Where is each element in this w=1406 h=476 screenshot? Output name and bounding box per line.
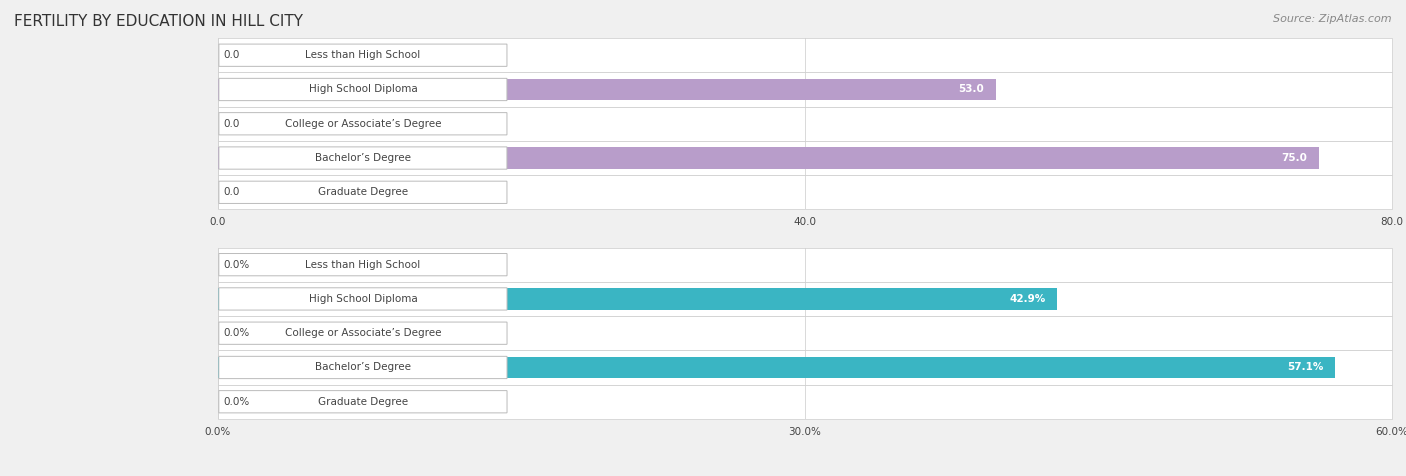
FancyBboxPatch shape <box>218 350 1392 385</box>
Text: Bachelor’s Degree: Bachelor’s Degree <box>315 362 411 373</box>
Text: Bachelor’s Degree: Bachelor’s Degree <box>315 153 411 163</box>
FancyBboxPatch shape <box>219 44 508 66</box>
Text: College or Associate’s Degree: College or Associate’s Degree <box>284 119 441 129</box>
FancyBboxPatch shape <box>218 248 1392 282</box>
FancyBboxPatch shape <box>218 141 1392 175</box>
Text: 0.0%: 0.0% <box>224 397 250 407</box>
Bar <box>218 288 1057 309</box>
FancyBboxPatch shape <box>219 288 508 310</box>
FancyBboxPatch shape <box>219 113 508 135</box>
FancyBboxPatch shape <box>219 391 508 413</box>
Text: FERTILITY BY EDUCATION IN HILL CITY: FERTILITY BY EDUCATION IN HILL CITY <box>14 14 304 30</box>
Text: 75.0: 75.0 <box>1281 153 1306 163</box>
FancyBboxPatch shape <box>218 175 1392 209</box>
FancyBboxPatch shape <box>219 79 508 100</box>
FancyBboxPatch shape <box>219 181 508 203</box>
FancyBboxPatch shape <box>218 107 1392 141</box>
Text: Less than High School: Less than High School <box>305 259 420 270</box>
Text: Graduate Degree: Graduate Degree <box>318 397 408 407</box>
FancyBboxPatch shape <box>218 316 1392 350</box>
Text: 0.0: 0.0 <box>224 187 240 198</box>
Text: 53.0: 53.0 <box>959 84 984 95</box>
FancyBboxPatch shape <box>218 38 1392 72</box>
Bar <box>218 148 1319 169</box>
Text: High School Diploma: High School Diploma <box>308 84 418 95</box>
Text: Source: ZipAtlas.com: Source: ZipAtlas.com <box>1274 14 1392 24</box>
Text: Graduate Degree: Graduate Degree <box>318 187 408 198</box>
Text: 42.9%: 42.9% <box>1010 294 1046 304</box>
Bar <box>218 79 995 100</box>
Text: 0.0: 0.0 <box>224 119 240 129</box>
Text: High School Diploma: High School Diploma <box>308 294 418 304</box>
Text: 57.1%: 57.1% <box>1286 362 1323 373</box>
FancyBboxPatch shape <box>219 147 508 169</box>
Text: 0.0%: 0.0% <box>224 328 250 338</box>
FancyBboxPatch shape <box>218 385 1392 419</box>
Text: 0.0: 0.0 <box>224 50 240 60</box>
FancyBboxPatch shape <box>218 72 1392 107</box>
Text: 0.0%: 0.0% <box>224 259 250 270</box>
Bar <box>218 357 1336 378</box>
FancyBboxPatch shape <box>219 322 508 344</box>
Text: College or Associate’s Degree: College or Associate’s Degree <box>284 328 441 338</box>
Text: Less than High School: Less than High School <box>305 50 420 60</box>
FancyBboxPatch shape <box>218 282 1392 316</box>
FancyBboxPatch shape <box>219 254 508 276</box>
FancyBboxPatch shape <box>219 357 508 378</box>
